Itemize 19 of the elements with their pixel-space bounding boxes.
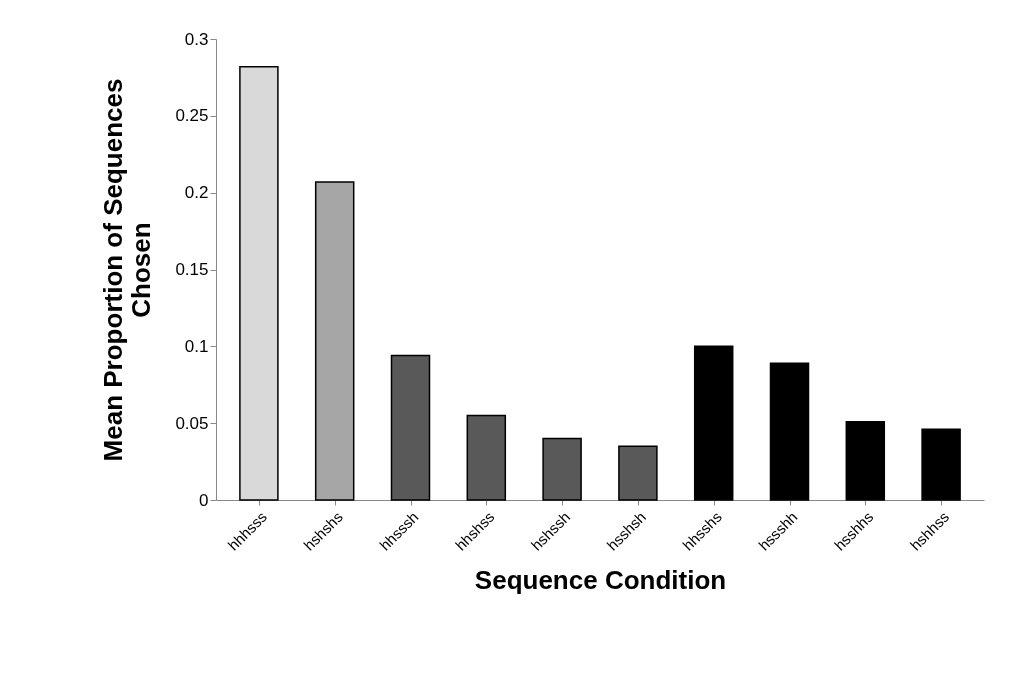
bar	[921, 428, 961, 501]
x-axis-title: Sequence Condition	[474, 564, 727, 595]
y-tick-label: 0.25	[175, 106, 209, 126]
y-tick-label: 0.3	[184, 29, 209, 49]
bar	[390, 354, 431, 501]
bar	[466, 414, 507, 501]
y-tick-label: 0	[199, 490, 209, 510]
y-tick-label: 0.1	[184, 336, 209, 356]
y-tick-label: 0.2	[184, 183, 209, 203]
y-axis-title: Mean Proportion of Sequences Chosen	[98, 78, 157, 462]
bar	[618, 445, 658, 501]
y-tick-label: 0.15	[175, 260, 209, 279]
bar	[845, 420, 886, 501]
bar	[542, 437, 582, 501]
bar	[769, 362, 810, 501]
y-tick-label: 0.05	[175, 413, 209, 433]
bar	[314, 181, 355, 501]
bar	[239, 65, 279, 501]
bar	[693, 345, 734, 501]
